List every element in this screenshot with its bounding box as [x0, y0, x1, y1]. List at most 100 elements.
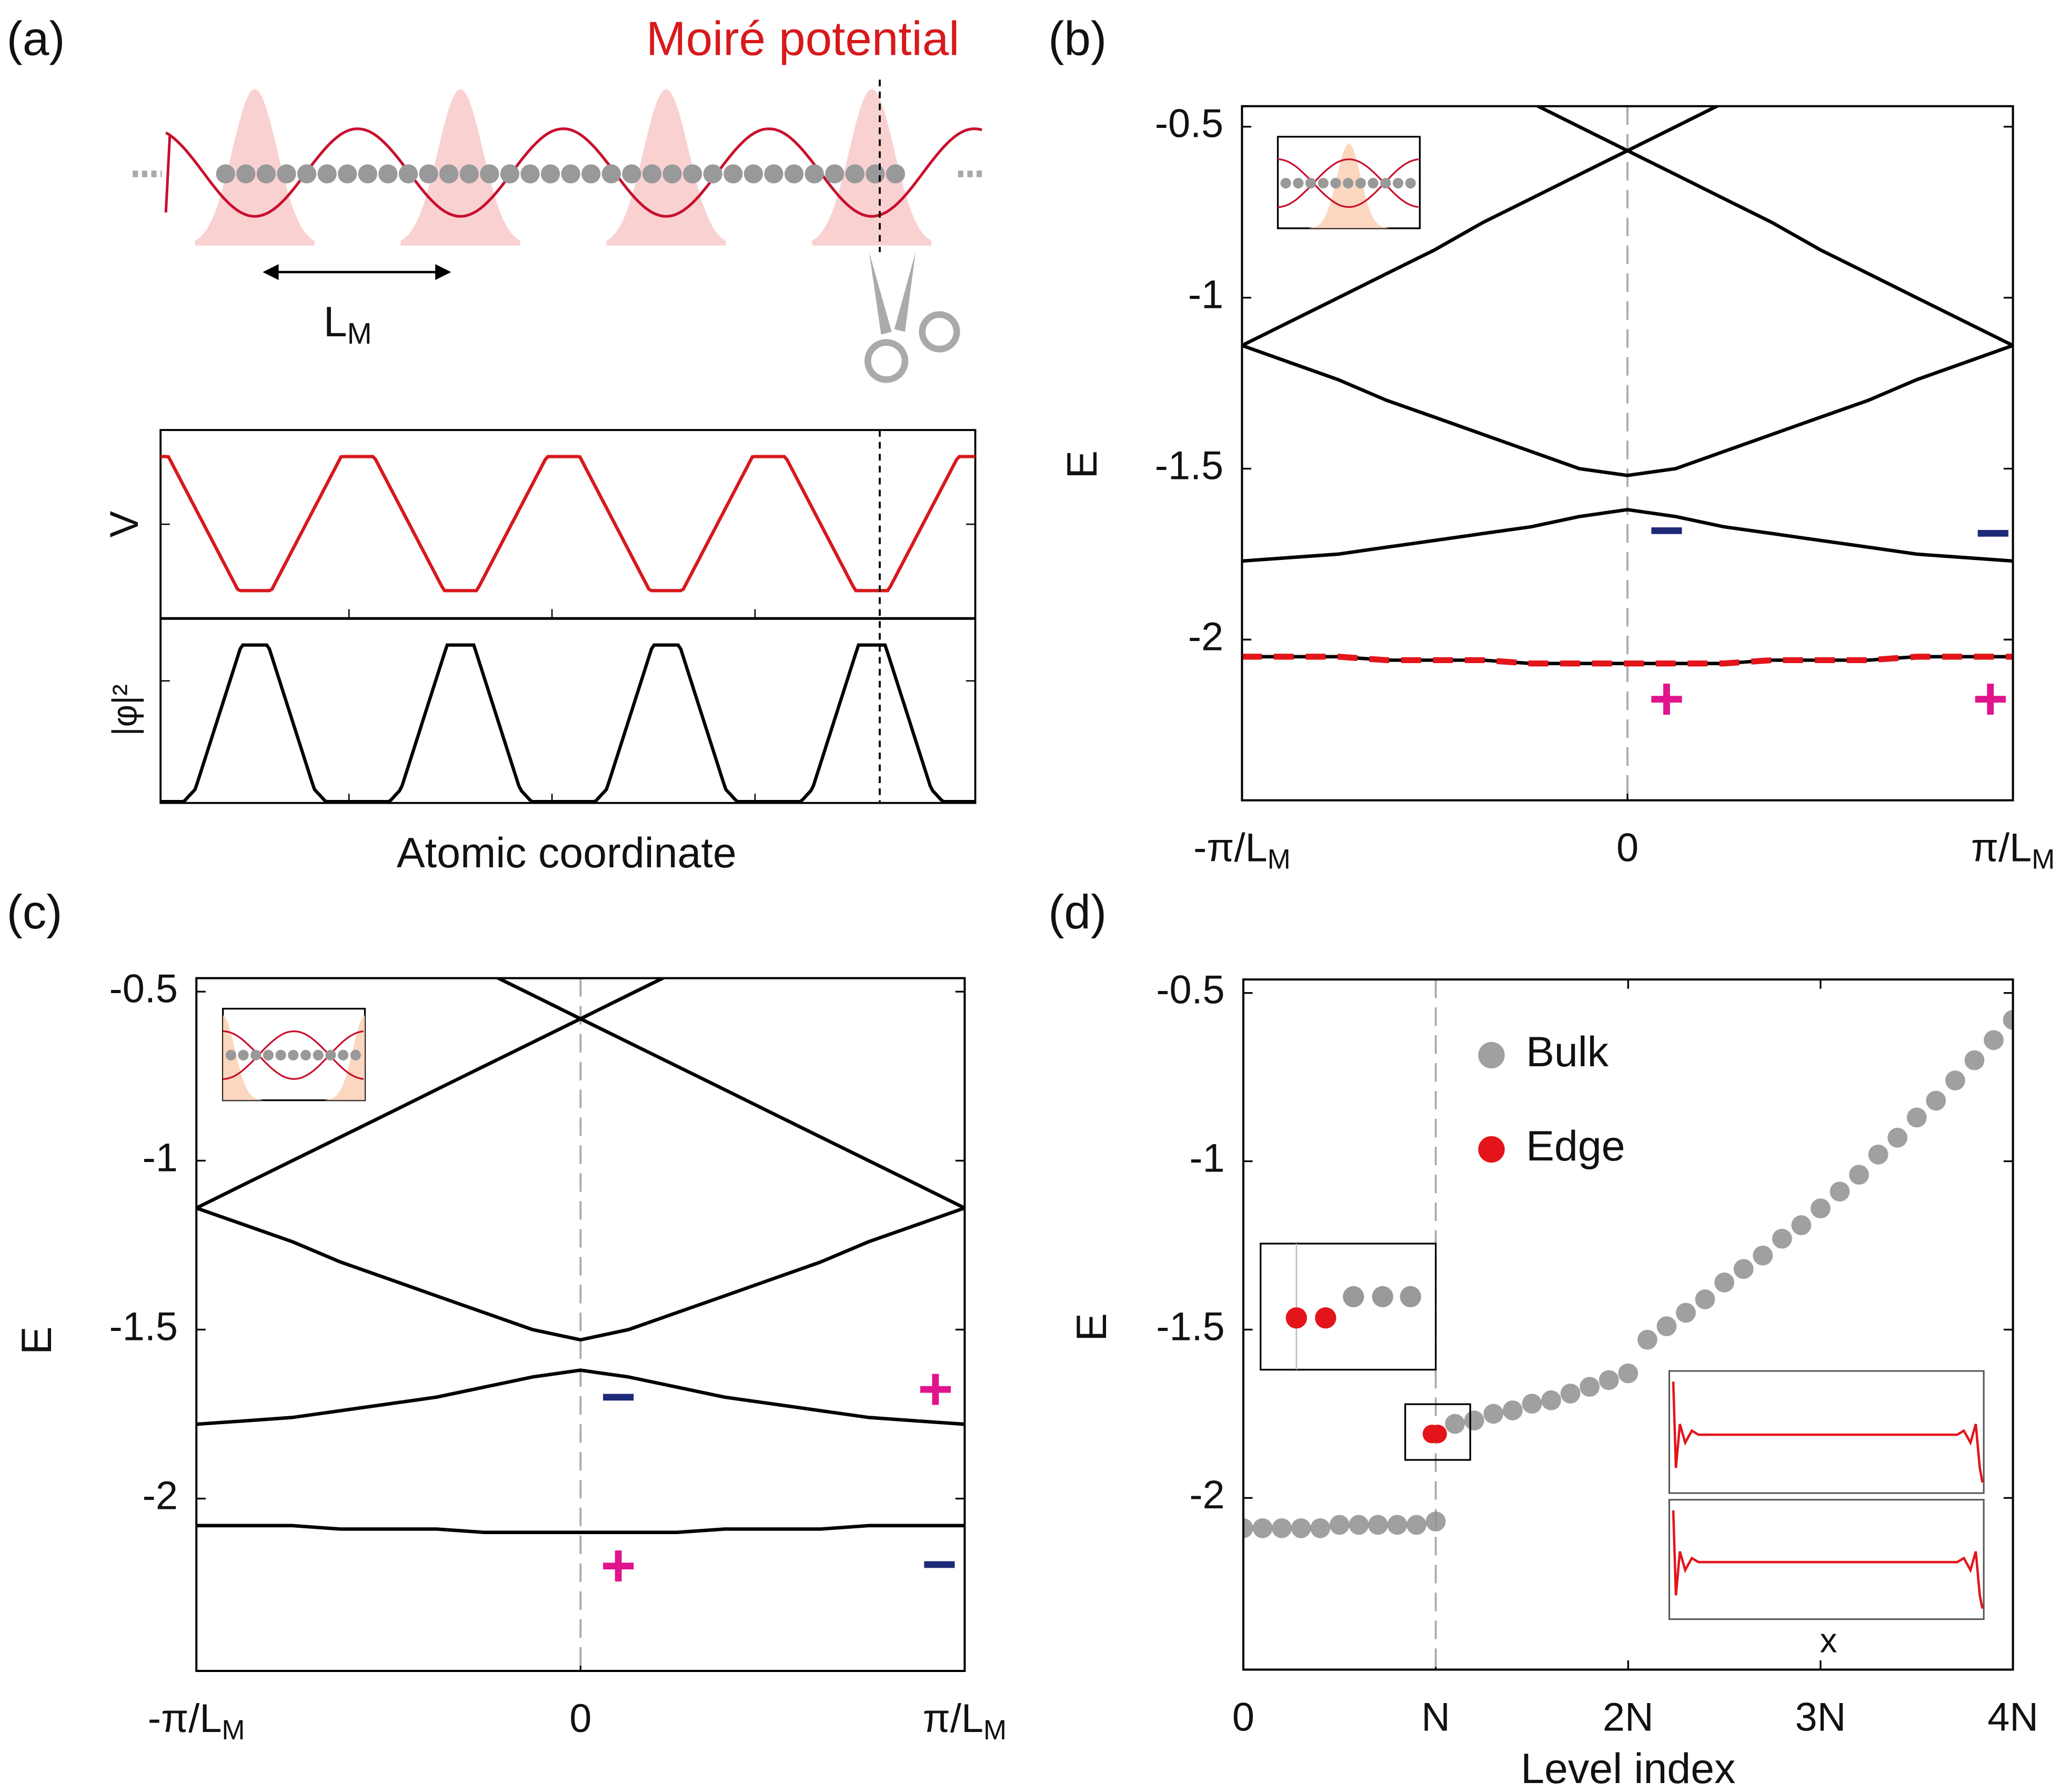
zoom-dot: [1285, 1307, 1307, 1329]
atom: [825, 164, 845, 184]
bulk-point: [1329, 1515, 1350, 1535]
bulk-point: [1464, 1410, 1484, 1431]
band: [196, 1206, 965, 1342]
y-tick-label: -1: [1189, 1137, 1224, 1181]
x-tick-label: N: [1421, 1695, 1450, 1739]
y-tick-label: -1.5: [1156, 1305, 1224, 1349]
bulk-point: [1618, 1363, 1639, 1384]
inset-wave: [1278, 158, 1419, 208]
title: Moiré potential: [646, 13, 959, 66]
inset-atom: [1293, 177, 1304, 189]
zoom-dot: [1372, 1286, 1393, 1308]
panel-label: (b): [1048, 13, 1107, 66]
bulk-point: [1714, 1272, 1734, 1293]
x-tick-label-main: π/L: [923, 1697, 983, 1741]
zoom-dot: [1315, 1307, 1337, 1329]
plot-area: [1243, 1009, 2013, 1538]
plot-area: [196, 978, 965, 1534]
plot-frame: [1241, 105, 2014, 802]
band: [1242, 344, 2013, 477]
bulk-point: [1810, 1198, 1831, 1219]
inset-atom: [225, 1049, 236, 1060]
x-tick-label: 2N: [1603, 1695, 1654, 1739]
inset-atom: [275, 1049, 286, 1060]
atom: [682, 164, 702, 184]
x-tick-label: π/LM: [1971, 826, 2055, 875]
bulk-point: [1887, 1127, 1908, 1148]
atom: [439, 164, 459, 184]
period-label-main: L: [324, 298, 347, 346]
bulk-point: [1387, 1515, 1408, 1535]
bulk-point: [1349, 1515, 1369, 1535]
bulk-point: [1772, 1228, 1792, 1249]
y-axis-label: |φ|²: [105, 684, 144, 736]
inset-atom: [263, 1049, 274, 1060]
y-tick-label: -2: [1188, 615, 1223, 659]
bulk-point: [1733, 1259, 1754, 1279]
bulk-point: [1753, 1245, 1773, 1266]
v-frame: [159, 429, 977, 804]
x-tick-label: 0: [1616, 826, 1639, 870]
inset-x-label: x: [1820, 1621, 1837, 1659]
atom: [520, 164, 540, 184]
atom: [764, 164, 783, 184]
inset-atom: [1368, 177, 1379, 189]
bulk-point: [1830, 1182, 1850, 1202]
x-tick-label: 4N: [1987, 1695, 2038, 1739]
atom: [540, 164, 560, 184]
bulk-point: [1637, 1329, 1657, 1350]
atom: [642, 164, 662, 184]
band: [196, 1524, 965, 1534]
zoom-dot: [1400, 1286, 1421, 1308]
annotation: +: [1649, 664, 1684, 733]
x-tick-label: -π/LM: [148, 1697, 245, 1746]
atom: [317, 164, 337, 184]
bulk-point: [1541, 1390, 1561, 1410]
plot-area: [1242, 106, 2013, 667]
atom: [236, 164, 256, 184]
inset-atom: [288, 1049, 299, 1060]
state-inset: [1668, 1499, 1985, 1620]
bulk-point: [1599, 1370, 1619, 1390]
bulk-point: [1964, 1050, 1985, 1070]
potential-well: [400, 88, 520, 246]
inset-wave: [1278, 158, 1419, 208]
band: [1242, 654, 2013, 667]
y-axis-label: E: [1059, 450, 1106, 479]
bulk-point: [1310, 1518, 1331, 1538]
atom: [459, 164, 479, 184]
legend-label: Bulk: [1526, 1028, 1609, 1076]
inset-well: [325, 1015, 365, 1100]
potential-well: [195, 88, 315, 246]
state-curve: [1672, 1381, 1984, 1483]
bulk-point: [1483, 1404, 1504, 1424]
phi-curve: [160, 643, 976, 804]
atom: [297, 164, 317, 184]
inset-atom: [300, 1049, 311, 1060]
bulk-point: [1272, 1518, 1292, 1538]
atom: [277, 164, 296, 184]
bulk-point: [1926, 1090, 1946, 1111]
inset-atom: [1305, 177, 1317, 189]
x-tick-label: 3N: [1795, 1695, 1846, 1739]
inset-atom: [338, 1049, 349, 1060]
inset-well: [223, 1015, 263, 1100]
annotation: −: [1649, 496, 1684, 564]
y-tick-label: -2: [143, 1474, 178, 1518]
inset-atom: [1380, 177, 1391, 189]
band: [1242, 508, 2013, 563]
legend-marker: [1478, 1136, 1505, 1163]
annotation: +: [918, 1355, 953, 1423]
inset-atom: [350, 1049, 361, 1060]
y-axis-label: E: [1068, 1313, 1116, 1342]
annotation: −: [600, 1363, 636, 1431]
atom: [743, 164, 763, 184]
atom: [601, 164, 621, 184]
y-tick-label: -0.5: [1156, 968, 1224, 1013]
atom: [845, 164, 865, 184]
state-curve: [1672, 1510, 1984, 1609]
bulk-point: [1849, 1165, 1869, 1185]
atom: [358, 164, 377, 184]
